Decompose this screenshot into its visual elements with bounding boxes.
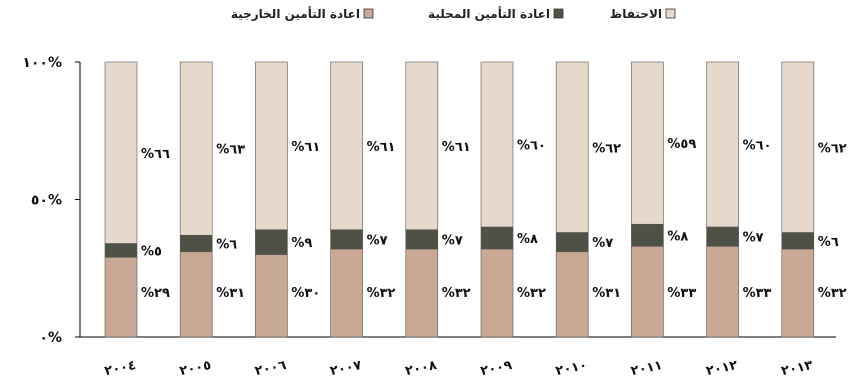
data-label: %٦٠ <box>517 139 546 154</box>
data-label: %٧ <box>592 236 613 251</box>
data-label: %٣٢ <box>367 286 396 301</box>
bar-segment <box>555 251 589 338</box>
data-label: %٣٣ <box>667 286 696 301</box>
x-tick-label: ٢٠١٣ <box>780 358 814 379</box>
bar-segment <box>480 248 514 338</box>
x-tick-label: ٢٠٠٨ <box>404 358 438 379</box>
data-label: %٨ <box>517 232 538 247</box>
bar-segment <box>104 61 138 244</box>
bar-segment <box>104 243 138 258</box>
legend-swatch <box>665 8 676 19</box>
data-label: %٦١ <box>291 140 320 155</box>
y-tick-label: ١٠٠% <box>22 55 62 71</box>
x-tick-label: ٢٠١١ <box>630 358 664 379</box>
data-label: %٨ <box>667 229 688 244</box>
bar-segment <box>781 248 815 338</box>
data-label: %٦٠ <box>743 139 772 154</box>
bar-segment <box>104 256 138 338</box>
legend-swatch <box>363 8 374 19</box>
bar-segment <box>480 226 514 250</box>
bar-segment <box>631 61 664 225</box>
data-label: %٢٩ <box>141 286 170 301</box>
bar-segment <box>631 245 664 338</box>
data-label: %٦٣ <box>216 143 245 158</box>
data-label: %٦٢ <box>818 141 847 156</box>
x-tick-label: ٢٠٠٩ <box>479 358 513 379</box>
legend-swatch <box>553 8 564 19</box>
data-label: %٦٦ <box>141 147 170 162</box>
data-label: %٣١ <box>592 286 621 301</box>
legend-label: اعادة التأمين المحلية <box>428 6 550 21</box>
x-tick-label: ٢٠٠٧ <box>329 358 363 379</box>
data-label: %٣٢ <box>818 286 847 301</box>
data-label: %٧ <box>743 231 764 246</box>
bar-segment <box>706 245 739 338</box>
data-label: %٧ <box>442 233 463 248</box>
x-tick-label: ٢٠٠٦ <box>254 358 288 379</box>
data-label: %٦١ <box>442 140 471 155</box>
data-label: %٥٩ <box>667 137 696 152</box>
bar-segment <box>706 226 739 247</box>
data-label: %٣٢ <box>517 286 546 301</box>
data-label: %٦ <box>818 235 839 250</box>
data-label: %٩ <box>291 236 312 251</box>
legend-label: اعادة التأمين الخارجية <box>231 6 360 21</box>
data-label: %٦ <box>216 238 237 253</box>
bar-segment <box>255 61 288 231</box>
bar-segment <box>555 232 589 253</box>
bar-segment <box>781 232 815 250</box>
legend-label: الاحتفاظ <box>610 7 662 21</box>
bar-segment <box>405 61 439 231</box>
x-tick-label: ٢٠١٠ <box>554 358 588 379</box>
data-label: %٣٣ <box>743 286 772 301</box>
data-label: %٥ <box>141 244 162 259</box>
bar-segment <box>255 229 288 255</box>
bar-segment <box>330 229 363 250</box>
bar-segment <box>405 229 439 250</box>
bar-segment <box>480 61 514 228</box>
bar-segment <box>179 234 213 253</box>
bar-segment <box>179 251 213 338</box>
x-tick-label: ٢٠٠٥ <box>178 358 212 379</box>
bar-segment <box>781 61 815 233</box>
data-label: %٣٢ <box>442 286 471 301</box>
bar-segment <box>255 254 288 338</box>
data-label: %٦٢ <box>592 141 621 156</box>
data-label: %٣١ <box>216 286 245 301</box>
bar-segment <box>179 61 213 236</box>
x-tick-label: ٢٠١٢ <box>705 358 739 379</box>
bar-segment <box>405 248 439 338</box>
data-label: %٣٠ <box>291 286 320 301</box>
y-tick-label: ٠% <box>39 330 62 346</box>
y-tick-label: ٥٠% <box>31 193 62 209</box>
bar-segment <box>330 61 363 231</box>
data-label: %٧ <box>367 233 388 248</box>
bar-segment <box>555 61 589 233</box>
bar-segment <box>706 61 739 228</box>
data-label: %٦١ <box>367 140 396 155</box>
bar-segment <box>330 248 363 338</box>
x-tick-label: ٢٠٠٤ <box>103 358 137 379</box>
bar-segment <box>631 223 664 247</box>
